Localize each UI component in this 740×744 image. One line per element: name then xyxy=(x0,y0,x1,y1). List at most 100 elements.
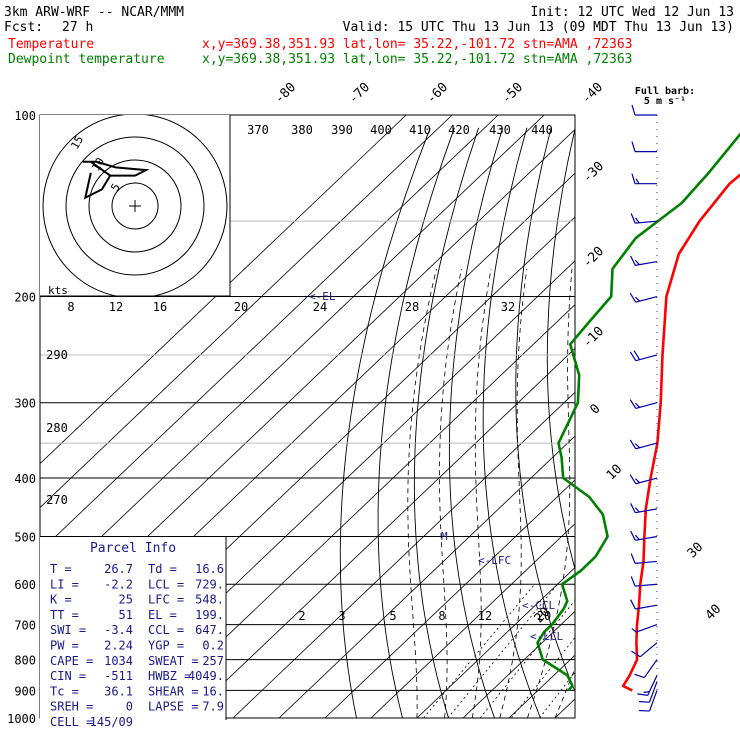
wind-barb-staff xyxy=(636,297,657,303)
dry-adiabat xyxy=(608,128,733,731)
lcl-marker: <-LCL xyxy=(530,630,563,643)
parcel-row-label: PW = xyxy=(50,639,79,653)
parcel-row-value: 4049. xyxy=(188,669,224,683)
pressure-tick-label: 300 xyxy=(14,397,36,411)
parcel-row-label: CAPE = xyxy=(50,654,93,668)
wind-barb-flag xyxy=(631,576,635,586)
wind-barb-flag xyxy=(635,535,639,539)
wind-barb xyxy=(630,400,657,409)
parcel-row-value: 2.24 xyxy=(104,639,133,653)
parcel-row-label: HWBZ = xyxy=(148,669,191,683)
theta-label: 280 xyxy=(46,421,68,435)
isotherm-line xyxy=(601,115,740,718)
forecast-label: Fcst: xyxy=(4,20,43,35)
wind-barb-staff xyxy=(636,478,657,484)
isotherm-label: -60 xyxy=(424,80,451,107)
wind-barb xyxy=(630,293,657,302)
parcel-row-label: YGP = xyxy=(148,639,184,653)
parcel-row-value: 1034 xyxy=(104,654,133,668)
parcel-info-title: Parcel Info xyxy=(90,541,176,556)
parcel-row-label: LAPSE = xyxy=(148,700,199,714)
wind-barb-flag xyxy=(635,260,639,264)
wind-barb-flag xyxy=(635,479,639,483)
hodograph-unit: kts xyxy=(48,284,68,297)
wind-barb-staff xyxy=(640,643,657,657)
isotherm-line xyxy=(647,115,740,718)
parcel-row-label: Td = xyxy=(148,562,177,576)
moist-adiabat xyxy=(610,269,740,718)
isotherm-label: 10 xyxy=(604,462,626,484)
temperature-location: x,y=369.38,351.93 lat,lon= 35.22,-101.72… xyxy=(202,37,632,52)
wind-barb xyxy=(634,660,657,678)
parcel-row-label: EL = xyxy=(148,608,177,622)
wind-barb-staff xyxy=(635,561,657,563)
pressure-tick-label: 200 xyxy=(14,291,36,305)
isotherm-label: -80 xyxy=(272,80,299,107)
isotherm-label: 0 xyxy=(587,401,603,417)
pressure-tick-label: 800 xyxy=(14,654,36,668)
parcel-row-value: 51 xyxy=(119,608,133,622)
parcel-row-value: 647. xyxy=(195,623,224,637)
parcel-row-value: 257 xyxy=(202,654,224,668)
pressure-tick-label: 500 xyxy=(14,530,36,544)
wind-barb-flag xyxy=(635,403,639,407)
theta-label: 440 xyxy=(531,123,553,137)
dry-adiabat xyxy=(414,128,478,731)
mixing-ratio-label: 20 xyxy=(537,609,551,623)
wind-barb-flag xyxy=(631,213,635,223)
parcel-row-value: -511 xyxy=(104,669,133,683)
wind-barb xyxy=(632,174,657,184)
moist-adiabat xyxy=(408,269,437,718)
isotherm-label: -50 xyxy=(499,80,526,107)
wind-barbs xyxy=(630,105,657,711)
pressure-tick-label: 100 xyxy=(14,109,36,123)
lfc-marker: <-LFC xyxy=(478,554,511,567)
wind-barb-flag xyxy=(644,692,650,693)
wind-barb-staff xyxy=(636,625,657,633)
wind-barb-staff xyxy=(636,443,657,449)
parcel-row-value: 16. xyxy=(202,684,224,698)
temperature-legend: Temperature xyxy=(8,37,94,52)
isotherm-label: 30 xyxy=(685,540,707,562)
parcel-row-value: 36.1 xyxy=(104,684,133,698)
mixing-ratio-line xyxy=(424,584,535,718)
wind-barb xyxy=(632,142,657,152)
dry-adiabat xyxy=(691,128,740,731)
wind-barb xyxy=(631,576,657,586)
parcel-row-label: CCL = xyxy=(148,623,184,637)
init-time: Init: 12 UTC Wed 12 Jun 13 xyxy=(531,5,735,20)
isotherm-label: -40 xyxy=(579,80,606,107)
theta-label: 290 xyxy=(46,348,68,362)
parcel-row-value: 7.9 xyxy=(202,700,224,714)
wind-barb-flag xyxy=(630,440,635,449)
wind-barb xyxy=(631,600,657,609)
parcel-row-label: CELL = xyxy=(50,715,93,729)
hodograph-speed-tick: 12 xyxy=(109,300,123,314)
parcel-row-value: 26.7 xyxy=(104,562,133,576)
mixing-ratio-line xyxy=(577,584,679,718)
theta-label: 400 xyxy=(370,123,392,137)
wind-barb-flag xyxy=(639,710,649,711)
wind-barb-flag xyxy=(631,256,636,265)
wind-barb-flag xyxy=(636,179,639,184)
isotherm-line xyxy=(233,115,740,718)
mixing-ratio-label: 3 xyxy=(338,609,345,623)
hodograph-speed-tick: 24 xyxy=(313,300,327,314)
dry-adiabat xyxy=(636,128,740,731)
wind-barb-flag xyxy=(631,503,636,512)
parcel-row-label: T = xyxy=(50,562,72,576)
parcel-row-value: 0 xyxy=(126,700,133,714)
wind-barb-flag xyxy=(632,174,635,184)
dewpoint-legend: Dewpoint temperature xyxy=(8,52,165,67)
isotherm-label: 40 xyxy=(703,602,725,624)
dry-adiabat xyxy=(578,128,686,731)
isotherm-line xyxy=(279,115,740,718)
pressure-tick-label: 900 xyxy=(14,684,36,698)
dewpoint-location: x,y=369.38,351.93 lat,lon= 35.22,-101.72… xyxy=(202,52,632,67)
parcel-row-value: -2.2 xyxy=(104,577,133,591)
parcel-row-value: 199. xyxy=(195,608,224,622)
parcel-row-label: Tc = xyxy=(50,684,79,698)
